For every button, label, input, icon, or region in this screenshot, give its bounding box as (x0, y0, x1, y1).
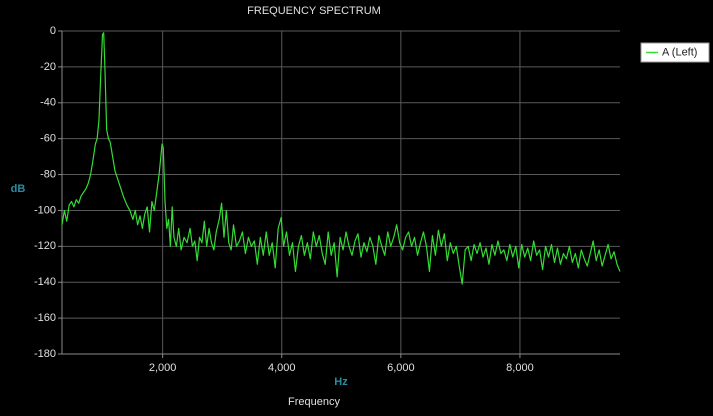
y-tick-label: 0 (50, 25, 56, 37)
x-axis-title: Frequency (288, 396, 340, 408)
y-tick-label: -160 (34, 312, 56, 324)
y-tick-label: -60 (40, 133, 56, 145)
y-tick-label: -120 (34, 240, 56, 252)
legend: A (Left) (640, 42, 710, 63)
y-tick-label: -140 (34, 276, 56, 288)
x-tick-label: 2,000 (149, 362, 177, 374)
y-tick-label: -40 (40, 97, 56, 109)
legend-label: A (Left) (662, 46, 697, 58)
x-tick-label: 4,000 (268, 362, 296, 374)
chart-title: FREQUENCY SPECTRUM (247, 5, 381, 17)
x-axis-label: Hz (334, 376, 348, 388)
y-axis-label: dB (11, 183, 26, 195)
y-tick-label: -100 (34, 204, 56, 216)
legend-box (640, 42, 710, 63)
y-tick-label: -80 (40, 168, 56, 180)
y-tick-label: -20 (40, 61, 56, 73)
y-tick-label: -180 (34, 348, 56, 360)
x-tick-label: 6,000 (387, 362, 415, 374)
data-line (61, 32, 621, 285)
x-tick-label: 8,000 (506, 362, 534, 374)
